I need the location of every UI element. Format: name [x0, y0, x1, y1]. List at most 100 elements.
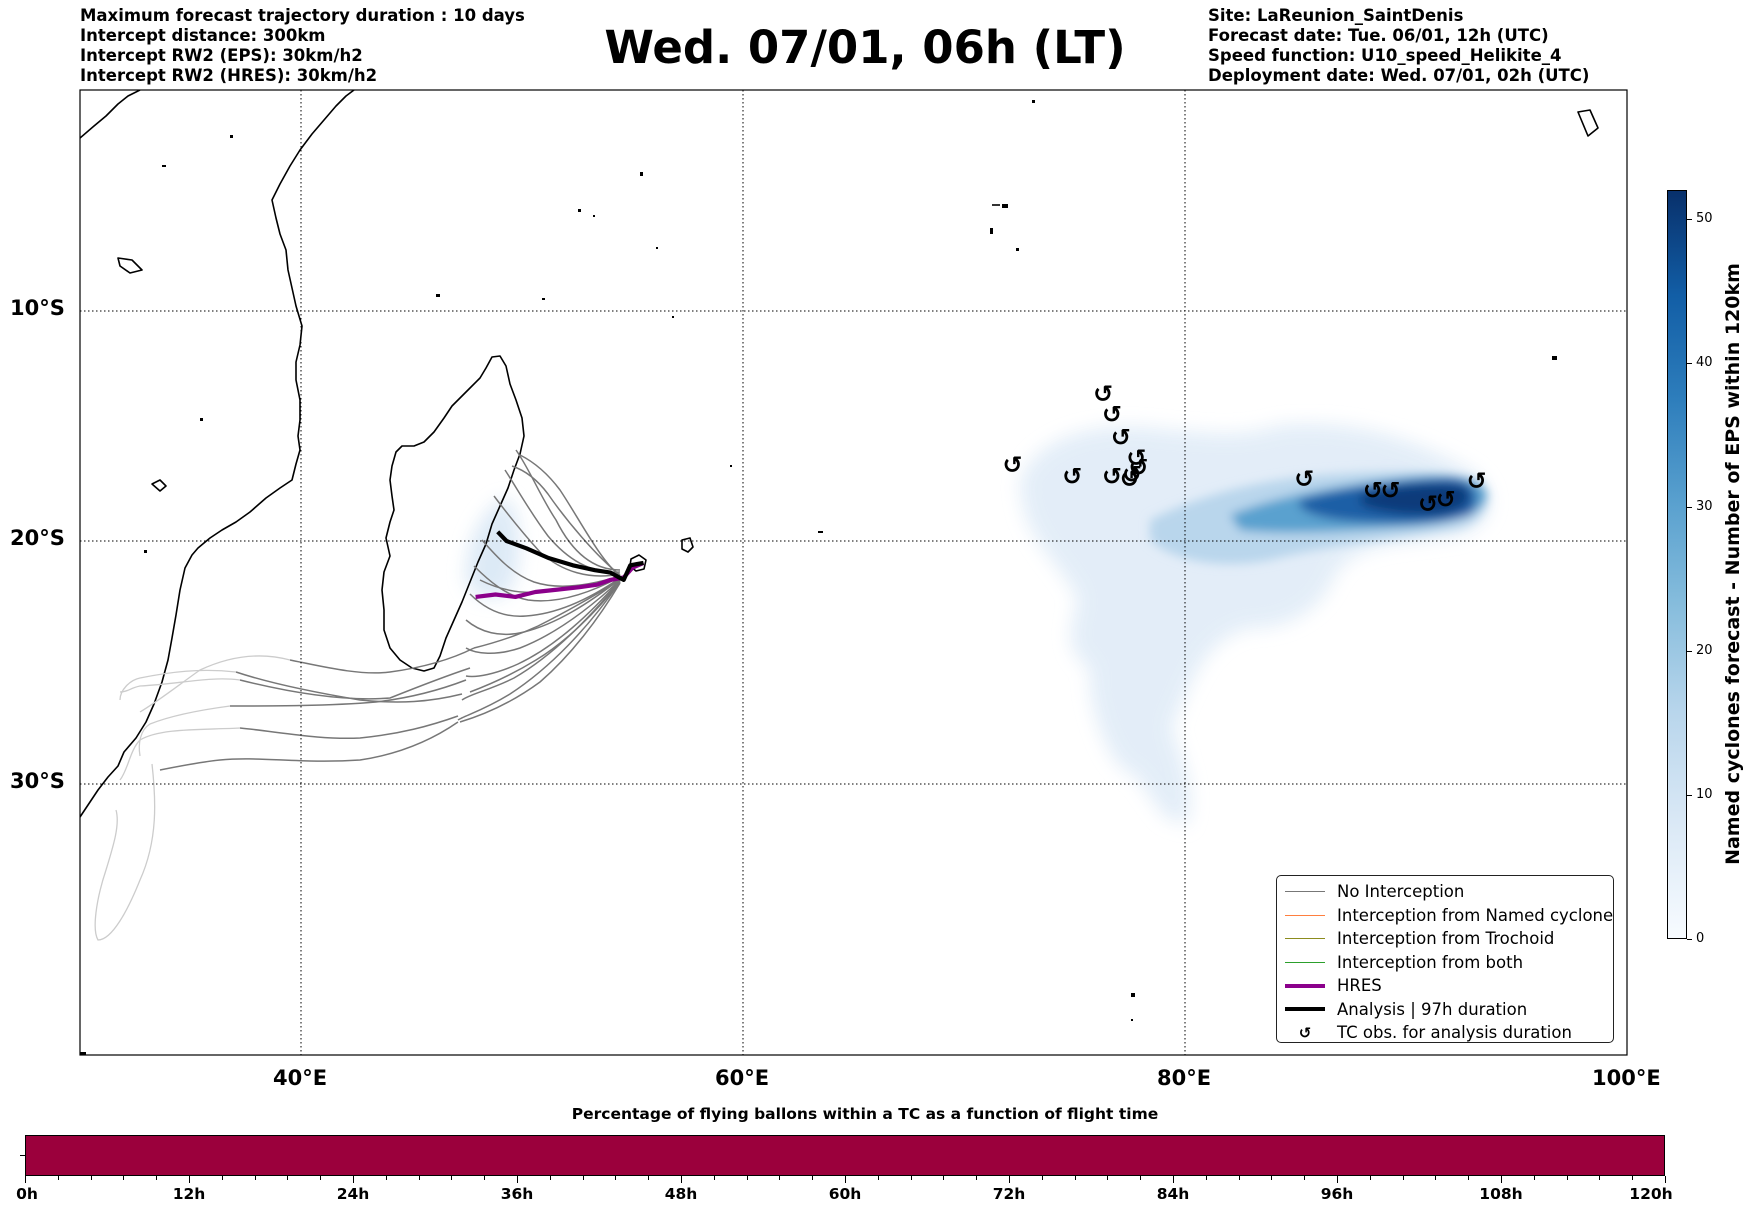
flight-bar-tick [254, 1176, 256, 1180]
flight-bar-tick-label: 48h [664, 1185, 698, 1203]
flight-bar-tick [1074, 1176, 1076, 1180]
eps-density-field [465, 423, 1490, 830]
header-right-line: Forecast date: Tue. 06/01, 12h (UTC) [1208, 26, 1549, 45]
flight-bar-tick [582, 1176, 584, 1180]
tc-obs-icon: ↺ [1129, 453, 1149, 481]
flight-bar-tick [1468, 1176, 1470, 1180]
colorbar-tick [1687, 218, 1692, 220]
tc-obs-icon: ↺ [1298, 1023, 1312, 1042]
flight-bar-tick [25, 1176, 26, 1183]
flight-bar-tick-label: 72h [992, 1185, 1026, 1203]
flight-bar-tick [57, 1176, 59, 1180]
lat-label-20s: 20°S [10, 526, 65, 550]
colorbar-tick [1687, 794, 1692, 796]
map-frame [79, 89, 1628, 1056]
density-madagascar [465, 499, 520, 599]
chagos-coastline [1577, 109, 1599, 137]
legend-item-trochoid: Interception from Trochoid [1285, 927, 1607, 951]
flight-bar-tick [484, 1176, 486, 1180]
header-left-line: Intercept RW2 (EPS): 30km/h2 [80, 46, 363, 65]
header-right-line: Speed function: U10_speed_Helikite_4 [1208, 46, 1562, 65]
legend-swatch [1285, 938, 1325, 940]
header-right-info: Site: LaReunion_SaintDenis Forecast date… [1208, 6, 1589, 86]
lat-label-30s: 30°S [10, 769, 65, 793]
flight-bar-tick [221, 1176, 223, 1180]
flight-bar-tick [681, 1176, 682, 1183]
colorbar-tick [1687, 362, 1692, 364]
density-peak [1360, 484, 1469, 515]
header-right-line: Deployment date: Wed. 07/01, 02h (UTC) [1208, 66, 1590, 85]
flight-bar-tick [1369, 1176, 1371, 1180]
flight-bar-tick [353, 1176, 354, 1183]
lon-label-60e: 60°E [715, 1066, 770, 1090]
legend-item-named-cyclone: Interception from Named cyclone [1285, 904, 1613, 928]
flight-bar-tick [779, 1176, 781, 1180]
tc-obs-icon: ↺ [1363, 476, 1383, 504]
flight-bar-tick-label: 12h [172, 1185, 206, 1203]
flight-bar-tick [1337, 1176, 1338, 1183]
colorbar-tick-label: 50 [1696, 210, 1713, 226]
tc-obs-icon: ↺ [1003, 451, 1023, 479]
colorbar-tick-label: 20 [1696, 642, 1713, 658]
legend-label: Interception from Trochoid [1337, 929, 1555, 949]
flight-bar-tick [1632, 1176, 1634, 1180]
legend-label: No Interception [1337, 882, 1465, 902]
colorbar-label: Named cyclones forecast - Number of EPS … [1722, 263, 1744, 865]
flight-bar-tick-label: 24h [336, 1185, 370, 1203]
tc-obs-icon: ↺ [1120, 465, 1140, 493]
flight-bar-tick [976, 1176, 978, 1180]
flight-bar-tick [1533, 1176, 1535, 1180]
tc-obs-icon: ↺ [1102, 401, 1122, 429]
flight-bar-tick [812, 1176, 814, 1180]
tc-obs-icon: ↺ [1436, 486, 1456, 514]
flight-bar-tick [1566, 1176, 1568, 1180]
colorbar-tick [1687, 506, 1692, 508]
flight-bar-title: Percentage of flying ballons within a TC… [571, 1105, 1159, 1123]
gridlines [80, 90, 1627, 1055]
no-interception-tracks [159, 449, 621, 771]
flight-bar-tick [713, 1176, 715, 1180]
legend-swatch [1285, 891, 1325, 893]
flight-bar-tick [1665, 1176, 1666, 1183]
flight-bar-tick [517, 1176, 518, 1183]
flight-bar-tick [943, 1176, 945, 1180]
flight-bar-tick [123, 1176, 125, 1180]
flight-bar-tick [1238, 1176, 1240, 1180]
africa-coastline [80, 90, 355, 818]
flight-bar-tick [1402, 1176, 1404, 1180]
tc-obs-icon: ↺ [1122, 460, 1142, 488]
flight-bar-tick-label: 36h [500, 1185, 534, 1203]
flight-bar-tick [1271, 1176, 1273, 1180]
tc-observations: ↺ ↺ ↺↺↺↺↺↺↺↺ ↺ ↺↺ ↺↺↺ [1003, 380, 1487, 518]
colorbar [1667, 190, 1687, 939]
main-title: Wed. 07/01, 06h (LT) [604, 21, 1126, 74]
flight-bar-tick [418, 1176, 420, 1180]
tc-obs-icon: ↺ [1102, 463, 1122, 491]
flight-bar-tick [1205, 1176, 1207, 1180]
density-lower-lobe [1090, 650, 1191, 830]
legend-label: TC obs. for analysis duration [1337, 1023, 1572, 1043]
flight-bar-tick [1140, 1176, 1142, 1180]
flight-bar-tick [910, 1176, 912, 1180]
flight-bar-tick [1173, 1176, 1174, 1183]
flight-bar-tick-label: 96h [1320, 1185, 1354, 1203]
legend-label: Analysis | 97h duration [1337, 999, 1528, 1019]
flight-bar-tick [1107, 1176, 1109, 1180]
flight-bar-tick [90, 1176, 92, 1180]
colorbar-tick-label: 40 [1696, 354, 1713, 370]
legend-item-no-interception: No Interception [1285, 880, 1607, 904]
flight-bar-tick [845, 1176, 846, 1183]
tc-obs-icon: ↺ [1380, 476, 1400, 504]
header-left-line: Intercept RW2 (HRES): 30km/h2 [80, 66, 378, 85]
legend-item-analysis: Analysis | 97h duration [1285, 998, 1607, 1022]
flight-bar-tick-label: 0h [16, 1185, 38, 1203]
tc-obs-icon: ↺ [1126, 444, 1146, 472]
legend-item-tc-obs: ↺ TC obs. for analysis duration [1285, 1021, 1607, 1045]
flight-bar-tick [877, 1176, 879, 1180]
lon-label-80e: 80°E [1157, 1066, 1212, 1090]
colorbar-tick-label: 0 [1696, 931, 1705, 946]
tc-obs-icon: ↺ [1062, 463, 1082, 491]
far-tracks [94, 655, 291, 941]
map-legend: No Interception Interception from Named … [1276, 875, 1614, 1043]
